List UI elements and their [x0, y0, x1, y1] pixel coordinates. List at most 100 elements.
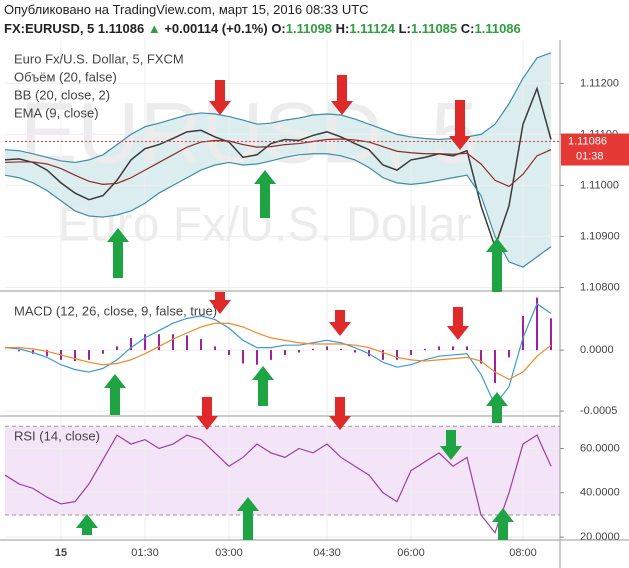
down-arrow [329, 397, 351, 430]
bb-fill [5, 52, 551, 268]
rsi-band [5, 426, 560, 515]
l-label: L: [398, 21, 411, 36]
series-line [4, 434, 552, 534]
legend-item: RSI (14, close) [14, 428, 100, 443]
up-arrow [492, 508, 514, 540]
down-arrow [209, 80, 231, 115]
x-tick-label: 03:00 [215, 547, 243, 559]
histogram-bar [396, 350, 398, 360]
countdown: 01:38 [576, 150, 604, 162]
histogram-bar [46, 350, 48, 357]
series-line [4, 138, 552, 188]
y-tick-label: 1.10800 [580, 281, 620, 293]
published: Опубликовано на TradingView.com, март 15… [4, 2, 369, 17]
x-tick-label: 15 [55, 547, 67, 559]
histogram-bar [298, 350, 300, 353]
o-label: O: [271, 21, 286, 36]
histogram-bar [130, 337, 132, 351]
change-arrow: ▲ [147, 21, 161, 36]
histogram-bar [102, 350, 104, 354]
y-tick-label: 60.0000 [580, 442, 620, 454]
histogram-bar [340, 348, 342, 351]
up-arrow [104, 374, 126, 415]
histogram-bar [144, 334, 146, 351]
down-arrow [209, 292, 231, 314]
x-tick-label: 04:30 [313, 547, 341, 559]
legend-item: Объём (20, false) [14, 69, 117, 84]
open: 1.11098 [285, 21, 333, 36]
symbol: FX:EURUSD, 5 [4, 21, 95, 36]
y-tick-label: -0.0005 [580, 405, 617, 417]
up-arrow [237, 497, 259, 540]
down-arrow [329, 310, 351, 336]
histogram-bar [438, 346, 440, 351]
histogram-bar [326, 346, 328, 351]
high: 1.11124 [349, 21, 395, 36]
y-tick-label: 20.0000 [580, 531, 620, 543]
last-price-label: 1.11086 [568, 135, 607, 147]
up-arrow [486, 392, 508, 423]
down-arrow [449, 100, 471, 150]
low: 1.11085 [410, 21, 458, 36]
histogram-bar [494, 350, 496, 384]
legend-item: BB (20, close, 2) [14, 87, 110, 102]
histogram-bar [172, 334, 174, 351]
down-arrow [331, 75, 353, 115]
histogram-bar [18, 350, 20, 352]
histogram-bar [312, 348, 314, 351]
h-label: H: [335, 21, 350, 36]
histogram-bar [466, 346, 468, 351]
histogram-bar [158, 334, 160, 351]
header: Опубликовано на TradingView.com, март 15… [4, 2, 521, 36]
down-arrow [447, 307, 469, 340]
histogram-bar [452, 346, 454, 351]
up-arrow [252, 366, 274, 406]
y-tick-label: 40.0000 [580, 487, 620, 499]
histogram-bar [74, 350, 76, 362]
y-tick-label: 1.10900 [580, 230, 620, 242]
legend-item: MACD (12, 26, close, 9, false, true) [14, 303, 217, 318]
histogram-bar [186, 335, 188, 351]
legend-item: EMA (9, close) [14, 105, 99, 120]
histogram-bar [522, 315, 524, 351]
histogram-bar [200, 339, 202, 351]
close: 1.11086 [474, 21, 521, 36]
histogram-bar [88, 350, 90, 360]
histogram-bar [354, 350, 356, 353]
histogram-bar [284, 350, 286, 355]
c-label: C: [460, 21, 475, 36]
last-price-box [561, 133, 629, 166]
histogram-bar [242, 350, 244, 364]
legend-item: Euro Fx/U.S. Dollar, 5, FXCM [14, 51, 184, 66]
down-arrow [440, 430, 462, 460]
histogram-bar [270, 350, 272, 360]
histogram-bar [256, 350, 258, 365]
y-tick-label: 1.11000 [580, 179, 619, 191]
x-tick-label: 06:00 [397, 547, 425, 559]
up-arrow [107, 228, 129, 278]
down-arrow [196, 397, 218, 430]
quote-line: FX:EURUSD, 5 1.11086 ▲ +0.00114 (+0.1%) … [4, 21, 521, 36]
y-tick-label: 0.0000 [580, 344, 614, 356]
y-tick-label: 1.11200 [580, 77, 619, 89]
histogram-bar [550, 318, 552, 351]
histogram-bar [214, 346, 216, 351]
histogram-bar [508, 350, 510, 358]
x-tick-label: 08:00 [509, 547, 537, 559]
histogram-bar [116, 346, 118, 351]
histogram-bar [382, 350, 384, 360]
series-line [4, 302, 552, 407]
series-line [4, 153, 552, 268]
histogram-bar [410, 350, 412, 355]
histogram-bar [536, 297, 538, 351]
change: +0.00114 (+0.1%) [164, 21, 268, 36]
up-arrow [486, 238, 508, 292]
histogram-bar [228, 350, 230, 355]
up-arrow [76, 514, 98, 535]
series-line [5, 322, 552, 381]
x-tick-label: 01:30 [131, 547, 159, 559]
histogram-bar [424, 348, 426, 351]
up-arrow [254, 170, 276, 218]
